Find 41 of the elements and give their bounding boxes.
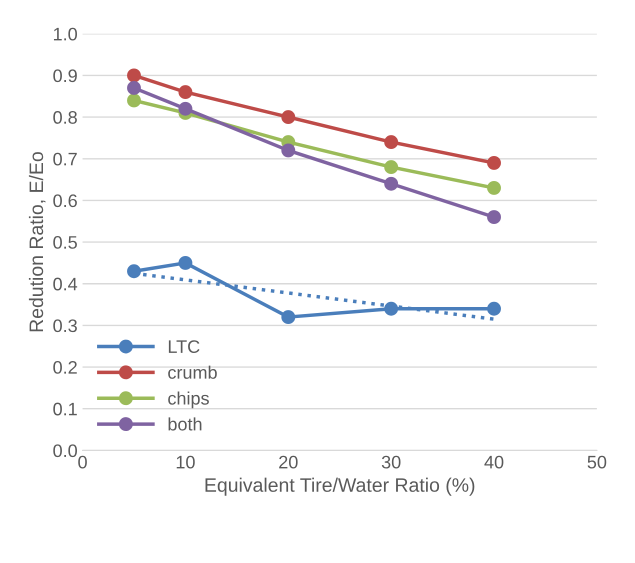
point <box>384 302 398 316</box>
y-tick-label: 0.0 <box>53 444 77 458</box>
y-tick-label: 0.5 <box>53 236 77 249</box>
x-axis-title: Equivalent Tire/Water Ratio (%) <box>206 478 474 496</box>
point <box>127 264 141 278</box>
y-tick-label: 0.2 <box>53 361 77 374</box>
point <box>178 102 192 116</box>
point <box>127 93 141 108</box>
point <box>487 302 501 316</box>
x-tick-label: 50 <box>588 456 606 469</box>
point <box>384 135 398 150</box>
point <box>487 180 501 195</box>
legend-label: crumb <box>168 366 217 379</box>
point <box>281 310 296 324</box>
point <box>281 143 296 158</box>
y-tick-label: 0.8 <box>53 111 77 124</box>
point <box>384 176 398 191</box>
y-tick-label: 0.1 <box>53 402 77 416</box>
y-axis-title: Redution Ratio, E/Eo <box>28 152 46 332</box>
y-tick-label: 0.3 <box>53 319 77 332</box>
point <box>281 110 296 124</box>
point <box>384 160 398 174</box>
y-tick-label: 0.7 <box>53 152 77 166</box>
x-tick-label: 30 <box>382 456 400 469</box>
y-tick-label: 0.4 <box>53 278 78 290</box>
point <box>127 80 141 95</box>
y-tick-label: 0.6 <box>53 194 77 208</box>
point <box>487 156 501 170</box>
x-tick-label: 20 <box>279 456 298 469</box>
x-tick-label: 0 <box>78 456 87 469</box>
x-tick-label: 40 <box>484 456 504 469</box>
point <box>487 210 501 224</box>
legend-label: both <box>168 417 202 431</box>
y-tick-label: 0.9 <box>53 69 77 82</box>
y-tick-label: 1.0 <box>54 28 77 40</box>
point <box>127 68 141 82</box>
legend-label: LTC <box>168 340 200 354</box>
legend-label: chips <box>168 391 209 408</box>
x-tick-label: 10 <box>176 456 195 469</box>
point <box>178 85 192 100</box>
point <box>178 256 192 270</box>
